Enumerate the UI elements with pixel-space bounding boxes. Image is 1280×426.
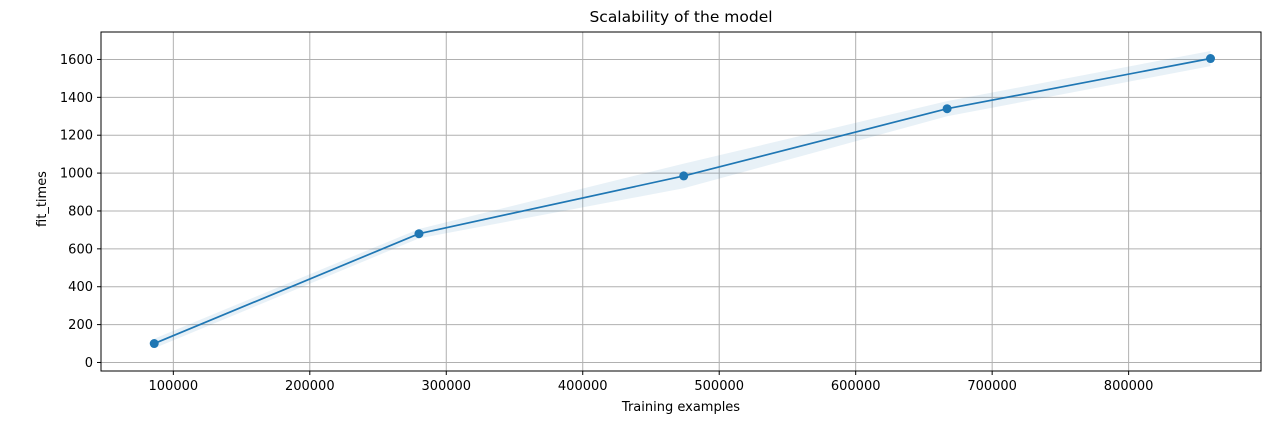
x-tick-label: 200000 xyxy=(285,379,335,394)
x-axis-ticks: 100000 200000 300000 400000 500000 600000 7000… xyxy=(149,371,1154,394)
x-tick-label: 800000 xyxy=(1104,379,1154,394)
chart-title: Scalability of the model xyxy=(589,8,772,26)
x-tick-label: 500000 xyxy=(694,379,744,394)
y-tick-label: 200 xyxy=(68,318,93,333)
x-tick-label: 700000 xyxy=(967,379,1017,394)
y-tick-label: 800 xyxy=(68,204,93,219)
data-point xyxy=(942,104,952,114)
y-tick-label: 0 xyxy=(85,356,93,371)
data-point xyxy=(149,339,159,349)
y-axis-ticks: 0 200 400 600 800 1000 1200 1400 1600 xyxy=(60,53,101,371)
x-axis-label: Training examples xyxy=(621,400,740,415)
data-point xyxy=(679,171,689,181)
y-tick-label: 1200 xyxy=(60,129,93,144)
y-tick-label: 1600 xyxy=(60,53,93,68)
data-point xyxy=(414,229,424,239)
x-tick-label: 300000 xyxy=(421,379,471,394)
x-tick-label: 600000 xyxy=(831,379,881,394)
series-points xyxy=(149,54,1216,349)
y-axis-label: fit_times xyxy=(35,171,50,227)
confidence-band xyxy=(154,50,1211,349)
plot-area-frame xyxy=(100,31,1262,372)
data-point xyxy=(1206,54,1216,64)
y-tick-label: 400 xyxy=(68,280,93,295)
x-tick-label: 100000 xyxy=(149,379,199,394)
y-tick-label: 1000 xyxy=(60,167,93,182)
x-tick-label: 400000 xyxy=(558,379,608,394)
y-tick-label: 1400 xyxy=(60,91,93,106)
y-tick-label: 600 xyxy=(68,242,93,257)
confidence-bands xyxy=(154,50,1211,349)
